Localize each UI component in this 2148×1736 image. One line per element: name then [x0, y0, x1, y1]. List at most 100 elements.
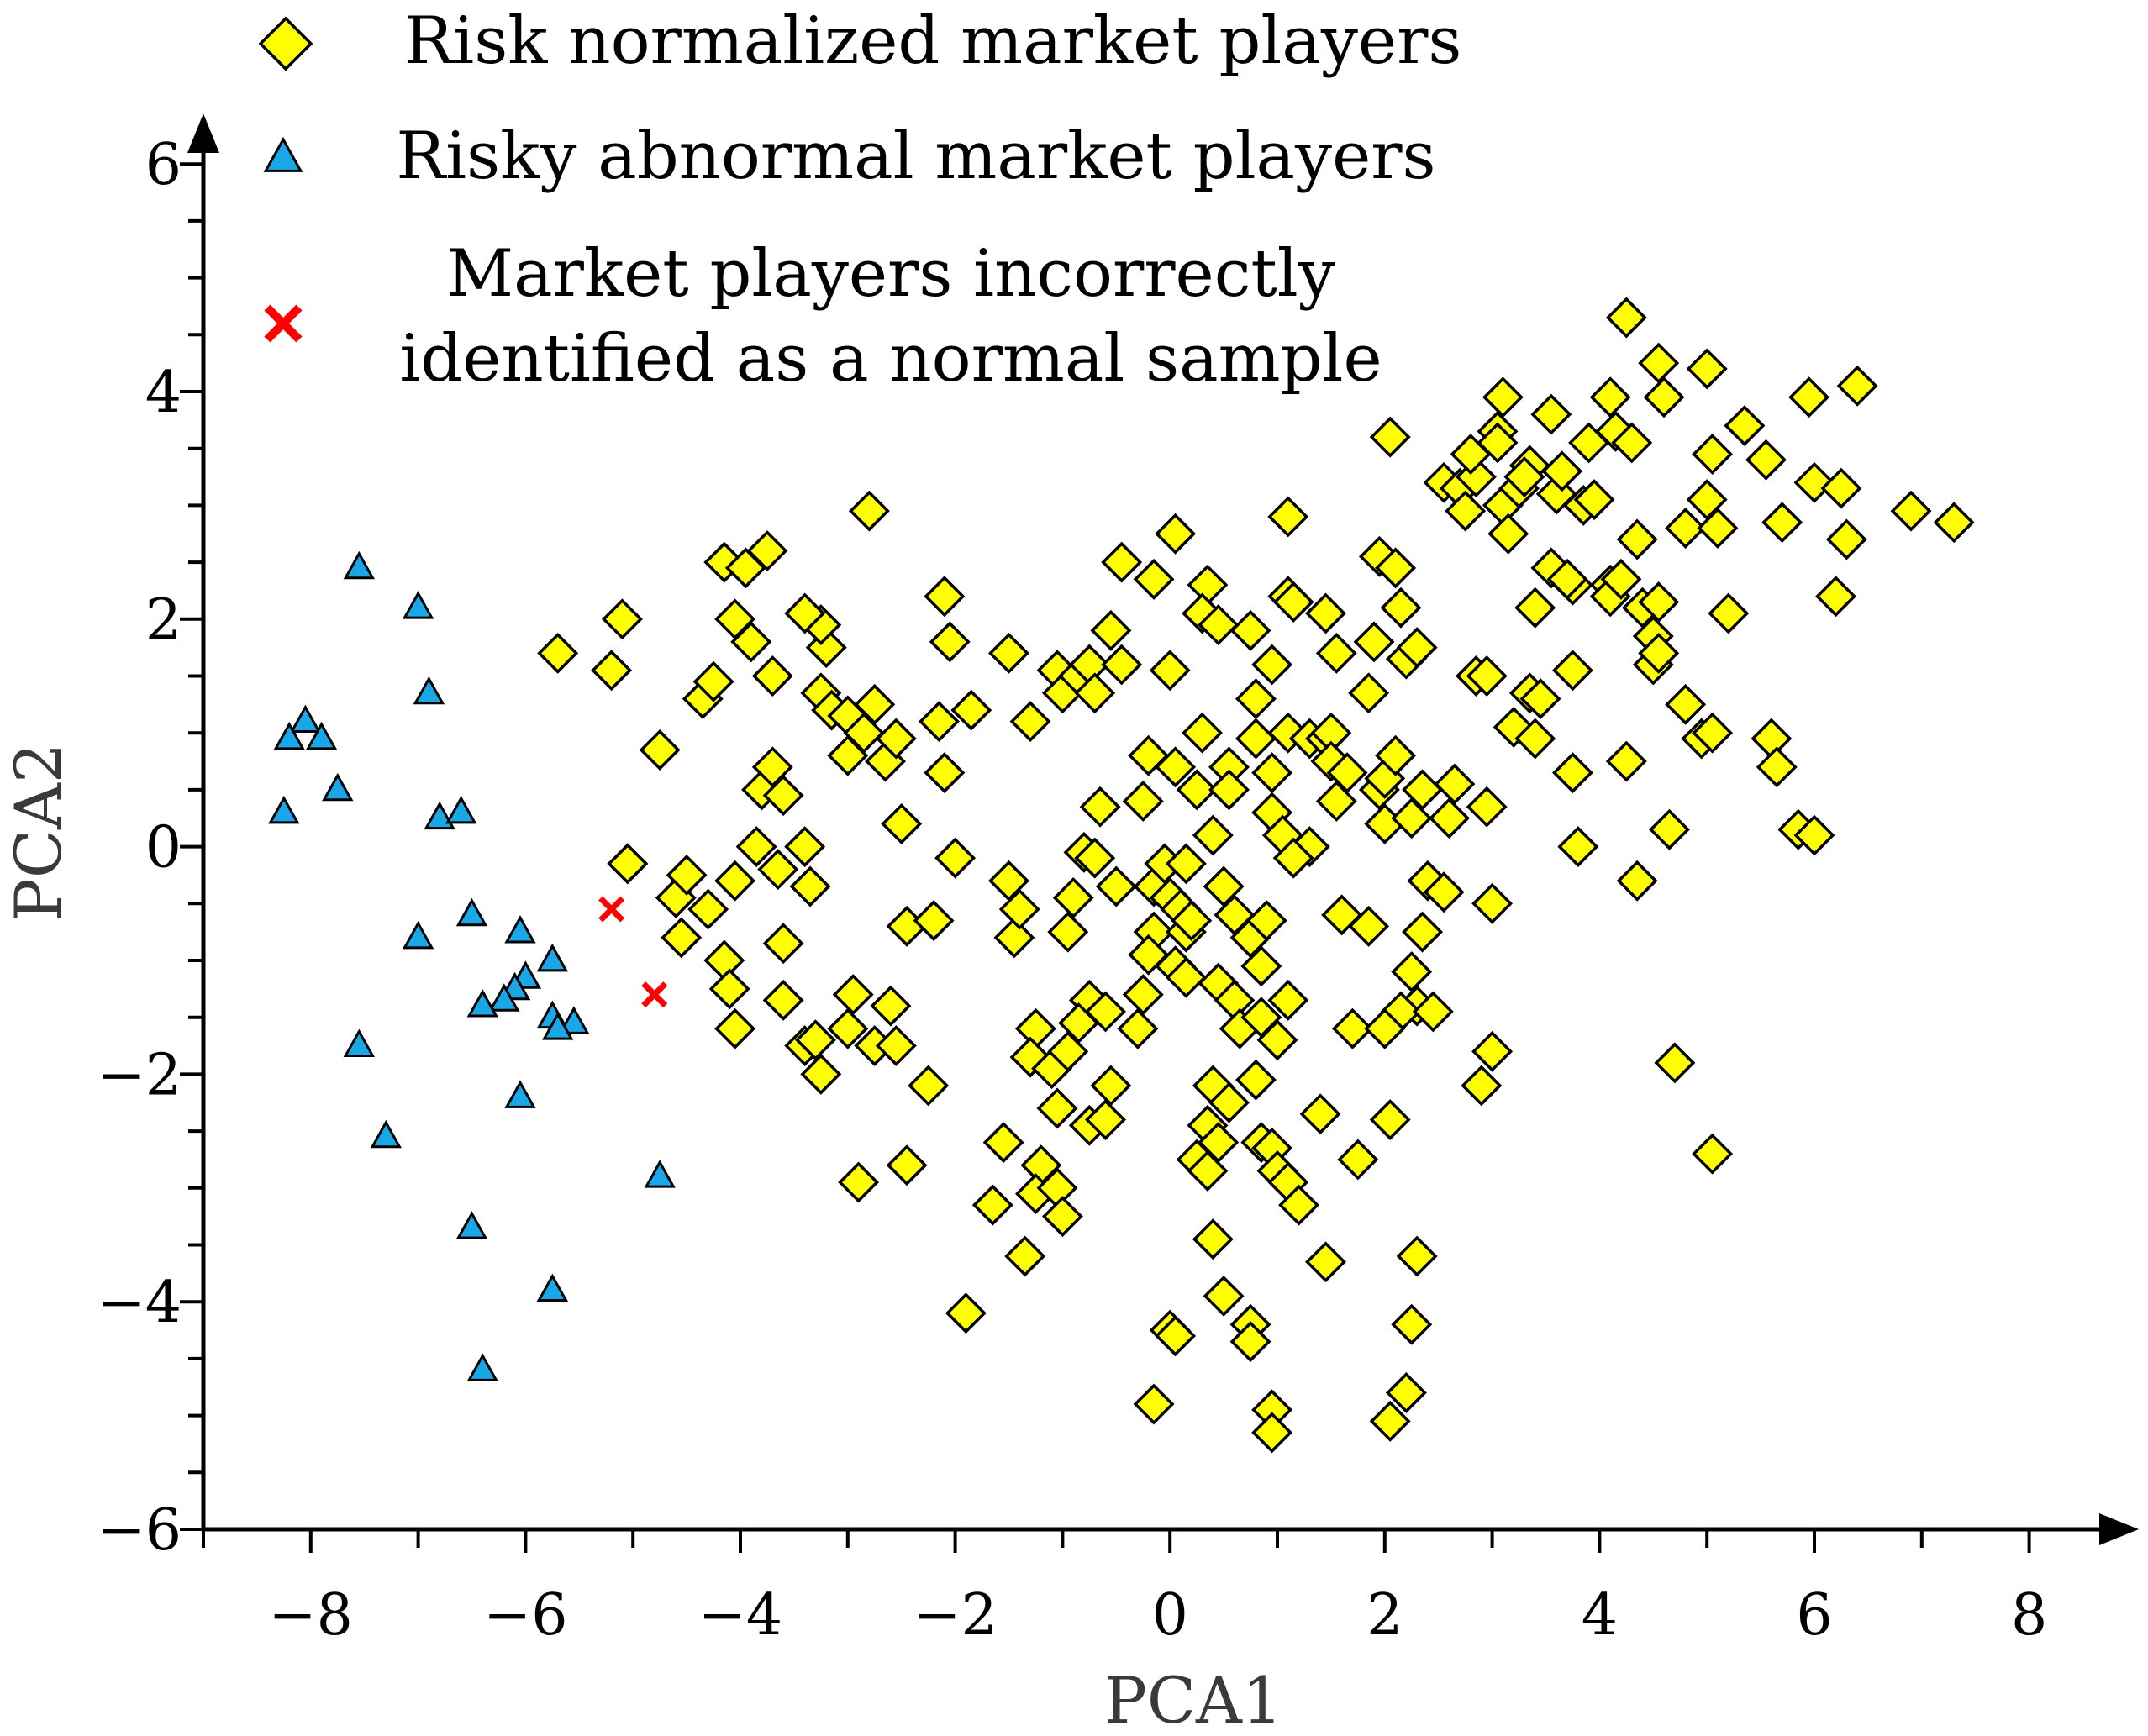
- normal-point-diamond: [1058, 1002, 1100, 1044]
- normal-point-diamond: [1692, 433, 1734, 475]
- normal-point-diamond: [1616, 860, 1658, 902]
- abnormal-point-triangle: [268, 795, 300, 824]
- normal-point-diamond: [1235, 678, 1277, 720]
- incorrect-point-x: [598, 896, 625, 923]
- normal-point-diamond: [1041, 1196, 1083, 1238]
- normal-point-diamond: [1820, 467, 1862, 509]
- normal-point-diamond: [1519, 678, 1561, 720]
- normal-point-diamond: [1551, 752, 1593, 794]
- abnormal-point-triangle: [466, 1353, 498, 1381]
- axis-ticks: −8 −6 −4 −2 0 2 4 6 8 −6 −4 −2 0 2 4 6: [97, 132, 2047, 1649]
- abnormal-point-triangle: [445, 795, 477, 824]
- normal-point-diamond: [1187, 564, 1229, 606]
- x-tick-label: −6: [483, 1582, 567, 1649]
- normal-point-diamond: [1165, 843, 1207, 885]
- x-tick-label: 2: [1366, 1582, 1403, 1649]
- legend-triangle-icon: [263, 136, 303, 172]
- normal-point-diamond: [1697, 508, 1739, 549]
- x-axis-title: PCA1: [1104, 1663, 1283, 1736]
- normal-point-diamond: [971, 1184, 1013, 1226]
- normal-point-diamond: [1375, 734, 1417, 776]
- normal-point-diamond: [1155, 746, 1197, 788]
- normal-point-diamond: [784, 826, 826, 868]
- normal-point-diamond: [1648, 808, 1690, 850]
- normal-point-diamond: [1133, 1383, 1175, 1425]
- legend-label: Risky abnormal market players: [396, 118, 1435, 194]
- x-tick-label: −4: [698, 1582, 782, 1649]
- normal-point-diamond: [1825, 518, 1867, 560]
- normal-point-diamond: [1047, 1030, 1089, 1072]
- normal-point-diamond: [1391, 951, 1433, 993]
- y-tick-label: −4: [97, 1270, 182, 1336]
- normal-point-diamond: [1643, 376, 1685, 418]
- normal-point-diamond: [1396, 627, 1438, 669]
- normal-point-diamond: [988, 632, 1029, 674]
- normal-point-diamond: [1369, 1099, 1411, 1141]
- legend-diamond-icon: [258, 16, 313, 71]
- normal-point-diamond: [730, 621, 772, 663]
- normal-point-diamond: [714, 1007, 756, 1049]
- normal-point-diamond: [1412, 991, 1454, 1033]
- normal-point-diamond: [1514, 587, 1556, 629]
- normal-point-diamond: [746, 530, 788, 572]
- abnormal-point-triangle: [644, 1160, 676, 1188]
- normal-point-diamond: [1638, 342, 1680, 384]
- normal-point-diamond: [1573, 479, 1615, 521]
- normal-point-diamond: [1101, 644, 1143, 686]
- normal-point-diamond: [924, 576, 966, 618]
- normal-point-diamond: [591, 650, 633, 692]
- y-axis-arrow: [187, 113, 219, 153]
- normal-point-diamond: [1090, 609, 1132, 651]
- normal-point-diamond: [838, 1161, 880, 1203]
- normal-point-diamond: [1605, 740, 1647, 782]
- normal-point-diamond: [1756, 746, 1798, 788]
- normal-point-diamond: [1203, 1275, 1245, 1317]
- y-tick-label: 6: [145, 132, 182, 198]
- normal-point-diamond: [924, 752, 966, 794]
- normal-point-diamond: [1761, 502, 1803, 544]
- normal-point-diamond: [762, 979, 804, 1021]
- normal-point-diamond: [1391, 797, 1433, 839]
- x-tick-label: −2: [913, 1582, 997, 1649]
- normal-point-diamond: [735, 826, 777, 868]
- normal-point-diamond: [1326, 752, 1368, 794]
- normal-point-diamond: [1203, 865, 1245, 907]
- axes: [187, 113, 2139, 1545]
- y-tick-label: 0: [145, 815, 182, 881]
- x-tick-label: 6: [1796, 1582, 1832, 1649]
- normal-point-diamond: [1616, 518, 1658, 560]
- normal-point-diamond: [1751, 718, 1793, 760]
- y-tick-label: 4: [145, 360, 182, 426]
- normal-point-diamond: [950, 689, 992, 731]
- normal-point-diamond: [757, 849, 799, 891]
- normal-point-diamond: [1375, 547, 1417, 589]
- normal-point-diamond: [1514, 718, 1556, 760]
- normal-point-diamond: [537, 632, 579, 674]
- abnormal-point-triangle: [536, 943, 569, 972]
- normal-point-diamond: [1933, 502, 1975, 544]
- normal-point-diamond: [762, 775, 804, 817]
- normal-point-diamond: [1305, 592, 1346, 634]
- normal-point-diamond: [1074, 672, 1116, 714]
- abnormal-point-triangle: [504, 915, 536, 944]
- normal-point-diamond: [1251, 1412, 1293, 1454]
- normal-point-diamond: [1235, 718, 1277, 760]
- normal-point-diamond: [1708, 592, 1750, 634]
- abnormal-point-triangle: [558, 1006, 590, 1034]
- legend: Risk normalized market players Risky abno…: [258, 3, 1461, 397]
- normal-point-diamond: [1229, 1321, 1271, 1363]
- abnormal-point-triangle: [370, 1119, 402, 1149]
- legend-label: Market players incorrectly: [446, 236, 1335, 312]
- abnormal-point-triangle: [424, 801, 455, 830]
- normal-point-diamond: [1815, 576, 1857, 618]
- normal-point-diamond: [789, 865, 831, 907]
- normal-point-diamond: [1133, 558, 1175, 600]
- data-points: [268, 297, 1975, 1454]
- normal-point-diamond: [1315, 632, 1357, 674]
- abnormal-point-triangle: [455, 1211, 488, 1239]
- normal-point-diamond: [1085, 1099, 1126, 1141]
- normal-point-diamond: [1117, 1007, 1159, 1049]
- normal-point-diamond: [913, 900, 955, 942]
- abnormal-point-triangle: [402, 920, 434, 950]
